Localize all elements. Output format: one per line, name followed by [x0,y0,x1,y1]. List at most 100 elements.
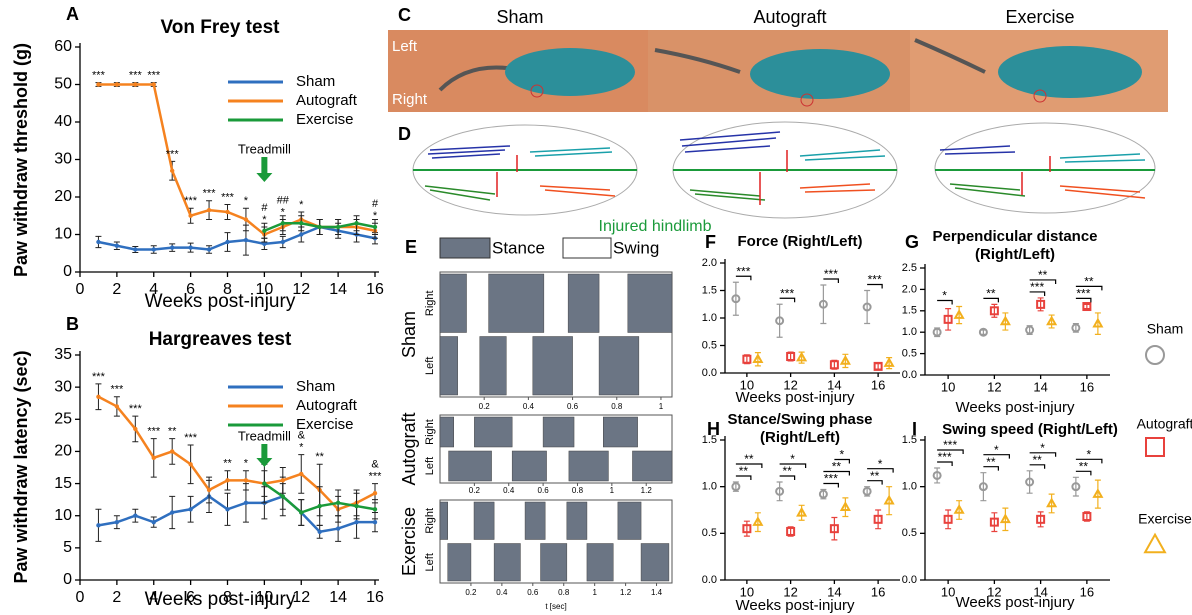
stance-bar [566,501,588,540]
y-tick-label: 25 [54,411,72,428]
significance: * [790,452,795,466]
stance-bar [640,543,670,582]
marker [953,503,965,514]
point [372,507,378,512]
marker [775,316,785,326]
x-axis-label: t [sec] [545,602,566,611]
annotation: Treadmill [238,141,291,156]
significance: ** [870,469,880,483]
panel-letter: E [405,237,417,257]
x-tick-label: 6 [186,281,195,298]
annotation-arrow [256,444,273,467]
significance: ** [986,455,996,469]
legend-label: Exercise [296,111,354,128]
marker [1082,302,1092,312]
y-tick-label: 5 [63,539,72,556]
marker [1143,532,1167,554]
significance: ** [1032,453,1042,467]
point [188,462,193,467]
significance: # [261,202,268,214]
point [133,513,138,518]
point [169,449,175,454]
point [372,224,378,230]
stance-bar [603,416,638,448]
marker [873,514,883,524]
significance: * [299,442,304,454]
point [317,224,322,230]
point [354,503,359,509]
x-tick-label: 0.8 [611,402,623,411]
x-axis-label: Weeks post-injury [145,589,296,610]
x-tick-label: 8 [223,589,232,606]
marker [1092,488,1104,498]
marker [943,314,953,324]
y-tick-label: 0.0 [702,574,717,586]
marker [978,327,988,337]
point [133,426,138,432]
point [262,228,267,233]
chart-title: Hargreaves test [149,329,292,350]
panel-letter: F [705,232,716,252]
significance: * [244,195,249,207]
significance: *** [184,432,198,444]
legend-swatch [562,237,612,259]
stance-bar [448,450,492,482]
x-tick-label: 16 [366,281,384,298]
panel-letter: A [66,4,79,24]
y-tick-label: 10 [54,226,72,243]
stance-bar [474,416,513,448]
marker [1082,512,1092,522]
x-tick-label: 0.6 [567,402,579,411]
x-tick-label: 4 [149,589,158,606]
x-tick-label: 0.8 [558,588,570,597]
bracket [937,299,953,305]
marker [1036,514,1046,524]
point [151,247,156,252]
significance: ** [1084,275,1094,289]
y-tick-label: 40 [54,113,72,130]
error-bar [1083,303,1090,310]
marker [786,526,796,536]
bracket [867,480,883,485]
series-line [98,494,375,534]
point [262,481,267,486]
row-label: Left [424,357,436,375]
bracket [823,278,839,283]
y-tick-label: 20 [54,188,72,205]
panel-c: C Sham Autograft Exercise Left Right [388,5,1168,112]
error-bar [842,497,849,518]
point [243,217,249,222]
marker [999,513,1011,524]
x-tick-label: 10 [941,584,955,599]
point [243,500,249,506]
annotation: Treadmill [238,428,291,443]
stance-bar [524,501,546,540]
y-tick-label: 30 [54,151,72,168]
stance-bar [439,273,467,333]
significance: *** [1030,280,1044,294]
legend-label: Stance [492,238,545,257]
stance-bar [627,273,673,333]
error-bar [743,520,750,537]
y-tick-label: 0.5 [902,527,917,539]
x-tick-label: 0.6 [538,486,550,495]
point [280,478,286,483]
panel-letter: G [905,232,919,252]
point [335,224,341,230]
marker [775,486,785,496]
marker [1145,437,1165,457]
stance-bar [439,416,454,448]
bracket [779,475,796,480]
x-axis-label: Weeks post-injury [736,597,855,614]
x-tick-label: 0.2 [469,486,481,495]
marker [932,327,942,337]
point [114,243,120,248]
significance: * [942,289,947,303]
marker [731,294,741,304]
column-title: Exercise [1005,7,1074,27]
significance: * [1087,448,1092,462]
annotation-arrow [256,157,273,182]
marker [1036,299,1046,309]
column-title: Autograft [753,7,826,27]
